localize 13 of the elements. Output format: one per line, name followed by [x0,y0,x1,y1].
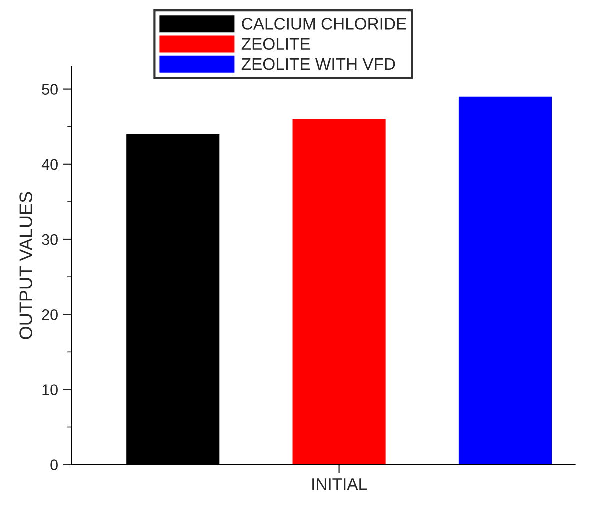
y-tick-label: 30 [42,234,58,246]
y-tick-label: 0 [50,460,58,470]
legend-label: ZEOLITE WITH VFD [242,58,396,70]
x-tick-label: INITIAL [312,478,367,490]
y-axis-title: OUTPUT VALUES [20,192,32,340]
bar [292,119,386,465]
bar [458,96,552,465]
y-tick-label: 10 [42,384,58,396]
y-tick-label: 20 [42,309,58,320]
y-tick-label: 50 [42,84,58,95]
y-tick-label: 40 [42,159,58,170]
legend-label: CALCIUM CHLORIDE [242,18,406,30]
legend-label: ZEOLITE [242,38,310,50]
